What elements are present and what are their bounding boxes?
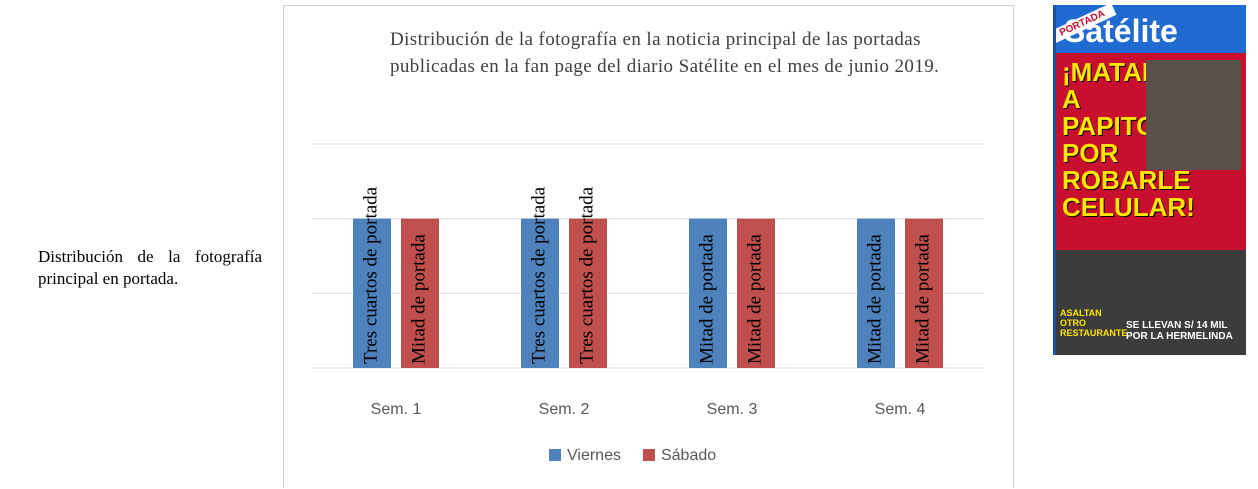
legend-label: Sábado	[661, 447, 716, 464]
data-label: Mitad de portada	[864, 234, 885, 364]
cover-stories: ASALTAN OTRO RESTAURANTE SE LLEVAN S/ 14…	[1056, 250, 1246, 355]
data-label: Mitad de portada	[912, 234, 933, 364]
legend-swatch	[643, 449, 655, 461]
x-tick-label: Sem. 1	[371, 401, 422, 418]
headline: ¡MATAN A PAPITO POR ROBARLE CELULAR!	[1056, 53, 1158, 227]
x-tick-label: Sem. 3	[707, 401, 758, 418]
data-label: Tres cuartos de portada	[360, 186, 381, 364]
chart: Sem. 1 Tres cuartos de portada Mitad de po…	[284, 6, 1013, 489]
data-label: Mitad de portada	[408, 234, 429, 364]
x-tick-label: Sem. 4	[875, 401, 926, 418]
data-label: Tres cuartos de portada	[576, 186, 597, 364]
story: SE LLEVAN S/ 14 MIL POR LA HERMELINDA	[1126, 320, 1236, 342]
caption: Distribución de la fotografía principal …	[38, 246, 262, 290]
legend-label: Viernes	[567, 447, 621, 464]
data-label: Mitad de portada	[696, 234, 717, 364]
cover-photo	[1146, 60, 1241, 170]
newspaper-cover: Satélite PORTADA ¡MATAN A PAPITO POR ROB…	[1053, 5, 1246, 355]
story: ASALTAN OTRO RESTAURANTE	[1060, 308, 1120, 338]
page: {"caption": "Distribución de la fotograf…	[0, 0, 1258, 488]
x-tick-label: Sem. 2	[539, 401, 590, 418]
data-label: Mitad de portada	[744, 234, 765, 364]
chart-frame: Distribución de la fotografía en la noti…	[283, 5, 1014, 488]
data-label: Tres cuartos de portada	[528, 186, 549, 364]
legend-swatch	[549, 449, 561, 461]
